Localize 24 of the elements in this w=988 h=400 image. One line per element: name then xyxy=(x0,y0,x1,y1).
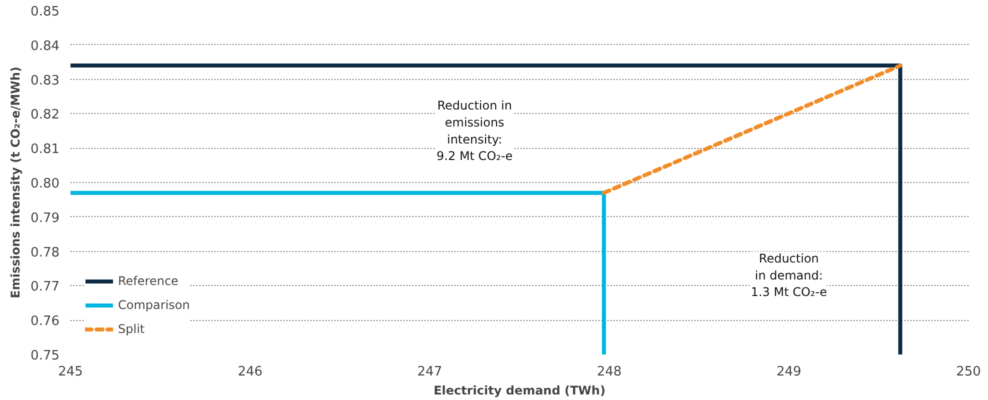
y-tick-label: 0.79 xyxy=(30,210,60,226)
y-tick-label: 0.81 xyxy=(30,142,60,158)
y-axis-title: Emissions intensity (t CO₂-e/MWh) xyxy=(8,66,23,298)
legend-label: Comparison xyxy=(118,298,190,312)
y-tick-label: 0.83 xyxy=(30,73,60,88)
legend-label: Split xyxy=(118,322,145,336)
y-tick-label: 0.82 xyxy=(30,108,60,123)
y-tick-label: 0.85 xyxy=(30,4,60,20)
y-tick-label: 0.76 xyxy=(30,314,60,330)
annotation: Reduction in demand: 1.3 Mt CO₂-e xyxy=(750,252,827,300)
y-tick-label: 0.75 xyxy=(30,348,60,364)
x-tick-label: 250 xyxy=(956,364,981,380)
y-tick-label: 0.80 xyxy=(30,176,60,192)
y-tick-label: 0.77 xyxy=(30,280,60,295)
x-axis-title: Electricity demand (TWh) xyxy=(434,384,606,398)
x-tick-label: 247 xyxy=(417,364,442,380)
x-tick-label: 249 xyxy=(776,364,802,380)
y-tick-label: 0.84 xyxy=(30,38,60,54)
y-tick-label: 0.78 xyxy=(30,245,60,260)
x-tick-label: 245 xyxy=(58,364,83,380)
legend-label: Reference xyxy=(118,274,178,288)
x-tick-label: 248 xyxy=(596,364,622,380)
annotation: Reduction in emissions intensity: 9.2 Mt CO₂-e xyxy=(436,98,513,164)
x-tick-label: 246 xyxy=(238,364,263,380)
